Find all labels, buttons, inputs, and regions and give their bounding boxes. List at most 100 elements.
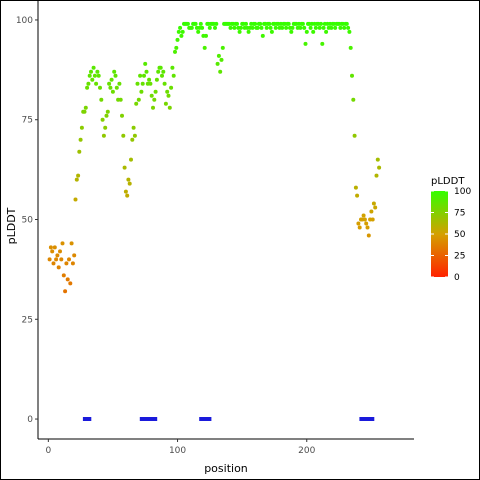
- plddt-point: [89, 69, 93, 74]
- plddt-point: [215, 61, 220, 66]
- plddt-point: [246, 29, 251, 34]
- plddt-point: [320, 41, 325, 46]
- plddt-point: [52, 245, 57, 250]
- plddt-point: [54, 257, 59, 262]
- plddt-point: [166, 93, 171, 98]
- plddt-point: [90, 77, 95, 82]
- plddt-point: [114, 85, 119, 90]
- plddt-point: [250, 25, 255, 30]
- plddt-point: [48, 245, 53, 250]
- plddt-point: [165, 89, 170, 94]
- plddt-point: [47, 257, 52, 262]
- plddt-point: [353, 185, 358, 190]
- plddt-point: [259, 25, 264, 30]
- points-layer: [47, 21, 382, 421]
- plddt-point: [319, 21, 323, 26]
- plddt-point: [253, 21, 258, 26]
- legend-title: pLDDT: [431, 176, 465, 187]
- plddt-point: [74, 177, 79, 182]
- plddt-point: [324, 29, 329, 34]
- plddt-point: [151, 105, 155, 110]
- plddt-point: [286, 21, 291, 26]
- plddt-point: [127, 181, 132, 186]
- plddt-point: [87, 73, 92, 78]
- plddt-point: [94, 81, 99, 86]
- plddt-point: [51, 261, 56, 266]
- plddt-point: [63, 289, 68, 294]
- plddt-point: [219, 57, 224, 62]
- y-tick-label: 50: [22, 216, 34, 226]
- plddt-point: [333, 25, 338, 30]
- plddt-point: [59, 257, 64, 262]
- plddt-point: [107, 81, 112, 86]
- plddt-point: [56, 265, 61, 270]
- plddt-point: [302, 25, 307, 30]
- plddt-point: [103, 125, 108, 130]
- segment-marker: [371, 417, 375, 421]
- segment-marker: [154, 417, 158, 421]
- plddt-point: [139, 89, 144, 94]
- plddt-point: [258, 21, 263, 26]
- plddt-point: [189, 25, 194, 30]
- plddt-point: [67, 257, 71, 262]
- y-axis-title: pLDDT: [5, 207, 18, 244]
- y-tick-label: 75: [22, 116, 33, 126]
- plddt-point: [321, 25, 326, 30]
- plddt-point: [123, 189, 128, 194]
- plddt-point: [170, 65, 175, 70]
- plddt-point: [136, 97, 141, 102]
- y-tick-label: 25: [22, 315, 33, 325]
- x-tick-label: 200: [298, 446, 315, 456]
- plddt-point: [207, 25, 212, 30]
- legend-tick-label: 75: [454, 209, 465, 219]
- plddt-point: [169, 85, 174, 90]
- plddt-point: [244, 21, 248, 26]
- plddt-point: [158, 65, 163, 70]
- legend-tick-label: 0: [454, 273, 460, 283]
- plddt-point: [357, 225, 362, 230]
- plddt-point: [112, 69, 117, 74]
- plddt-point: [70, 261, 75, 266]
- plddt-point: [65, 277, 70, 282]
- y-tick-label: 0: [27, 415, 33, 425]
- plddt-point: [85, 85, 90, 90]
- color-legend: pLDDT 0 25 50 75 100: [431, 176, 471, 283]
- plddt-point: [228, 25, 233, 30]
- plddt-point: [91, 65, 96, 70]
- plddt-point: [362, 217, 367, 222]
- plddt-point: [101, 133, 106, 138]
- plddt-point: [351, 97, 356, 102]
- plddt-point: [134, 101, 139, 106]
- plddt-point: [356, 221, 361, 226]
- plddt-point: [110, 89, 115, 94]
- plddt-point: [237, 29, 242, 34]
- plddt-point: [86, 81, 91, 86]
- plddt-point: [200, 25, 205, 30]
- plddt-point: [273, 25, 278, 30]
- plddt-point: [238, 25, 243, 30]
- plddt-point: [218, 69, 223, 74]
- plddt-point: [255, 25, 260, 30]
- plddt-point: [156, 69, 161, 74]
- plddt-point: [232, 25, 237, 30]
- plddt-point: [348, 45, 353, 50]
- plddt-point: [214, 21, 219, 26]
- plddt-point: [202, 45, 207, 50]
- x-ticks: 0 100 200: [45, 439, 316, 456]
- plddt-point: [174, 45, 179, 50]
- plddt-point: [280, 25, 285, 30]
- plddt-point: [138, 73, 143, 78]
- plddt-point: [269, 29, 274, 34]
- plddt-point: [268, 25, 273, 30]
- plddt-point: [105, 109, 110, 114]
- plddt-point: [92, 73, 97, 78]
- legend-ticks: 0 25 50 75 100: [431, 187, 471, 283]
- plddt-point: [370, 217, 375, 222]
- plddt-point: [235, 21, 239, 26]
- plddt-point: [304, 29, 309, 34]
- plddt-point: [193, 21, 198, 26]
- plddt-point: [130, 137, 135, 142]
- plddt-point: [129, 157, 133, 162]
- plddt-point: [121, 133, 126, 138]
- plddt-point: [96, 73, 101, 78]
